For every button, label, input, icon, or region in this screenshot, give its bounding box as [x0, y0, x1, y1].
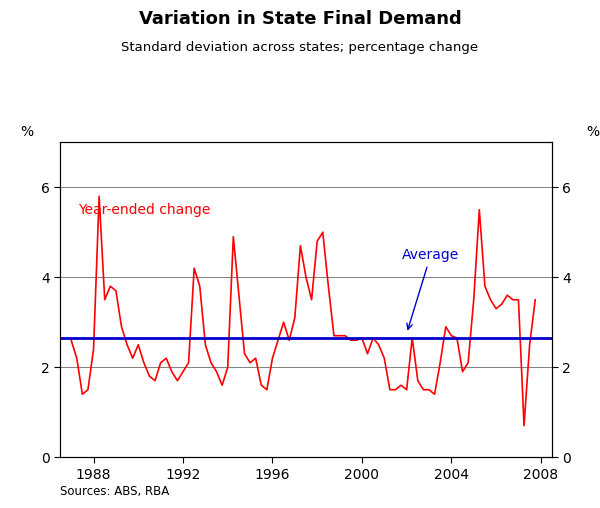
Text: Sources: ABS, RBA: Sources: ABS, RBA: [60, 485, 169, 498]
Text: Year-ended change: Year-ended change: [78, 203, 210, 217]
Text: Variation in State Final Demand: Variation in State Final Demand: [139, 10, 461, 28]
Text: %: %: [586, 125, 599, 139]
Text: Average: Average: [402, 248, 460, 329]
Text: %: %: [20, 125, 34, 139]
Text: Standard deviation across states; percentage change: Standard deviation across states; percen…: [121, 41, 479, 54]
